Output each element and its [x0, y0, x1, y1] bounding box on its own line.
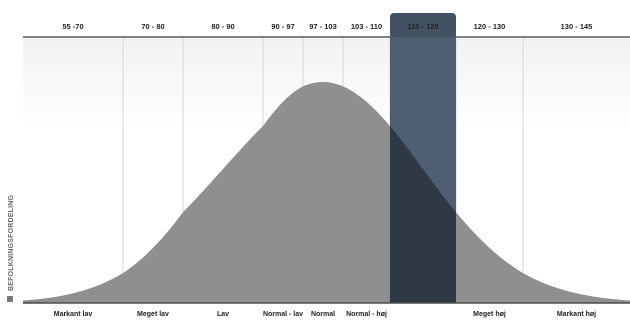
class-label: Meget lav: [137, 311, 169, 318]
class-label: Normal - lav: [263, 311, 303, 318]
class-label: Normal: [311, 311, 335, 318]
y-axis-square-icon: [7, 296, 13, 302]
range-label: 97 - 103: [309, 22, 337, 31]
distribution-curve: [23, 82, 630, 303]
range-label: 130 - 145: [561, 22, 593, 31]
y-axis-title: BEFOLKNINGSFORDELING: [8, 194, 15, 291]
range-label: 70 - 80: [141, 22, 164, 31]
class-label: Markant høj: [557, 311, 596, 318]
range-label: 90 - 97: [271, 22, 294, 31]
highlight-band-header: [390, 13, 456, 37]
range-label: 110 - 120: [407, 22, 438, 31]
class-label: Lav: [217, 311, 229, 318]
class-labels: Markant lav Meget lav Lav Normal - lav Norma…: [54, 311, 596, 318]
range-label: 55 -70: [62, 22, 83, 31]
class-label: Høj: [417, 311, 428, 318]
class-label: Normal - høj: [346, 311, 387, 318]
range-labels: 55 -70 70 - 80 80 - 90 90 - 97 97 - 103 103 -…: [62, 22, 592, 31]
class-label: Meget høj: [473, 311, 506, 318]
range-label: 120 - 130: [474, 22, 506, 31]
range-label: 103 - 110: [351, 22, 382, 31]
range-label: 80 - 90: [211, 22, 234, 31]
class-label: Markant lav: [54, 311, 93, 318]
